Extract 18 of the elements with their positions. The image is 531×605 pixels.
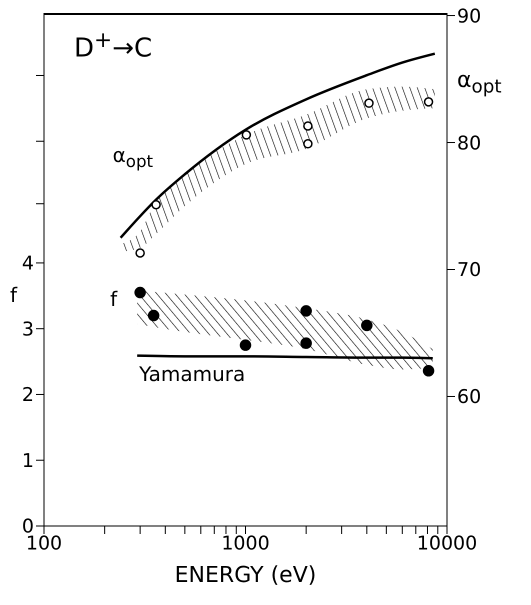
- series-label: α$_{opt}$: [112, 142, 154, 171]
- y2-tick-label: 60: [457, 386, 482, 408]
- y-tick-label: 2: [22, 384, 34, 406]
- series-label: f: [110, 286, 118, 311]
- y2-tick-label: 80: [457, 132, 482, 154]
- x-tick-label: 1000: [221, 532, 270, 554]
- text: D$^{+}$→C: [74, 28, 152, 64]
- x-tick-label: 100: [26, 532, 62, 554]
- y-tick-label: 4: [22, 252, 34, 275]
- y2-tick-label: 90: [457, 5, 482, 28]
- series-label: Yamamura: [139, 362, 246, 386]
- y-tick-label: 1: [22, 450, 34, 472]
- y-tick-label: 3: [22, 318, 34, 340]
- x-tick-label: 10000: [416, 532, 478, 554]
- x-axis-title: ENERGY (eV): [174, 563, 318, 588]
- y-axis-title: f: [10, 282, 18, 307]
- y2-tick-label: 70: [457, 259, 482, 282]
- y2-axis-title: α$_{opt}$: [457, 68, 502, 98]
